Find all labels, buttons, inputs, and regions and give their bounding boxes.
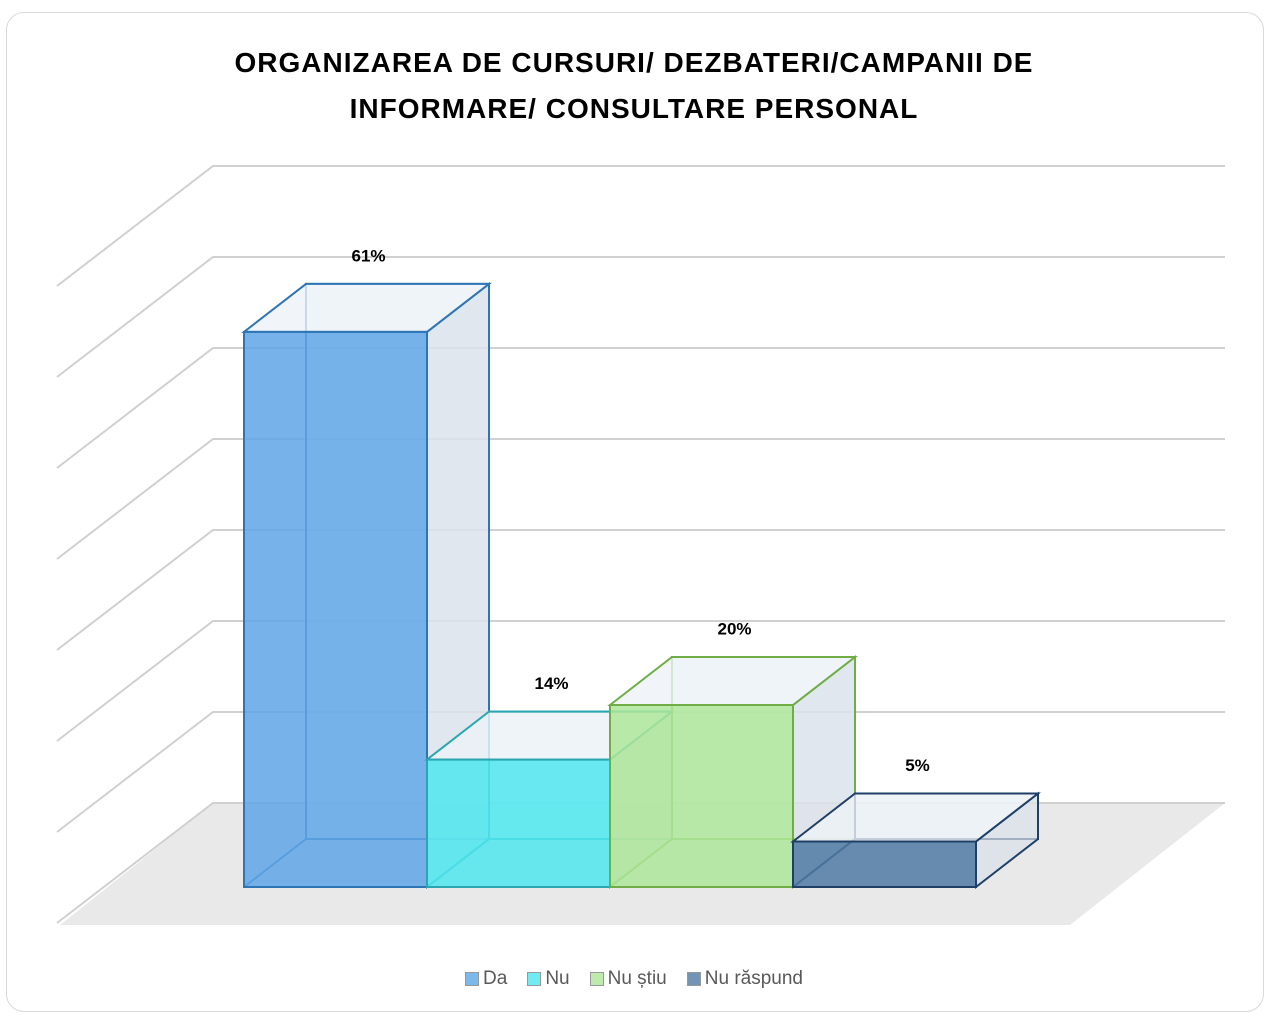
legend-item: Nu <box>527 968 570 990</box>
legend-swatch <box>465 972 480 986</box>
legend-label: Da <box>483 968 508 989</box>
legend-swatch <box>527 972 542 986</box>
legend-swatch <box>686 972 701 986</box>
data-label: 5% <box>905 756 930 775</box>
legend-item: Nu știu <box>589 968 667 990</box>
data-label: 61% <box>351 246 385 265</box>
grid-line <box>56 620 1225 742</box>
grid-line <box>56 529 1225 651</box>
legend-label: Nu <box>545 968 570 989</box>
legend-item: Da <box>465 968 507 990</box>
legend-item: Nu răspund <box>686 968 803 990</box>
data-label: 20% <box>717 619 751 638</box>
chart-frame <box>6 12 1264 1012</box>
chart-title: ORGANIZAREA DE CURSURI/ DEZBATERI/CAMPAN… <box>234 47 1034 124</box>
grid-line <box>56 711 1225 833</box>
legend-label: Nu știu <box>607 968 667 989</box>
bar-front <box>792 840 977 888</box>
bar <box>790 791 1041 890</box>
grid-line <box>56 438 1225 560</box>
grid-line <box>56 165 1225 287</box>
grid-line <box>56 347 1225 469</box>
bar-front <box>609 704 794 888</box>
legend: Da Nu Nu știu Nu răspund <box>0 968 1268 990</box>
legend-label: Nu răspund <box>704 968 803 989</box>
bar <box>607 654 858 890</box>
grid-line <box>56 256 1225 378</box>
bar-front <box>426 758 611 888</box>
legend-swatch <box>589 972 604 986</box>
bar-front <box>243 330 428 888</box>
data-label: 14% <box>534 674 568 693</box>
